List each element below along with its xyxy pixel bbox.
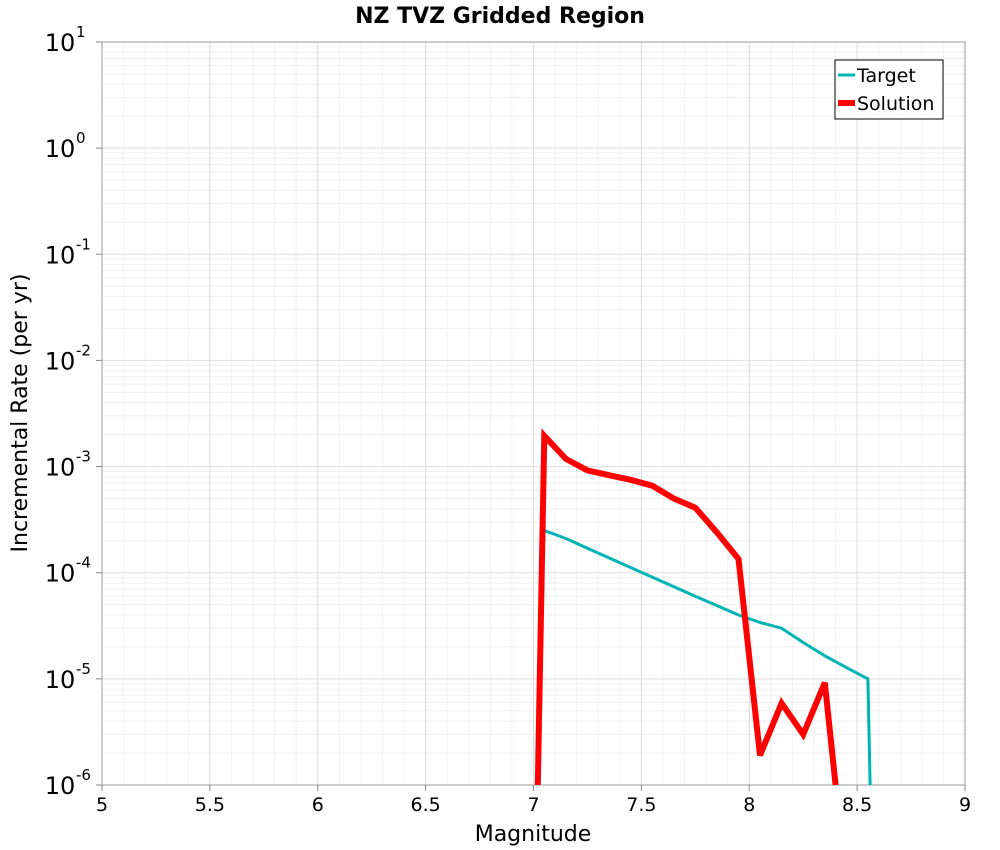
x-tick-label: 6 <box>312 794 324 816</box>
legend-label-solution: Solution <box>857 93 934 115</box>
series-line-target <box>543 529 872 785</box>
x-tick-label: 7.5 <box>626 794 656 816</box>
x-axis-label: Magnitude <box>475 822 592 847</box>
y-tick-exponent: 1 <box>76 23 86 41</box>
x-tick-label: 5.5 <box>195 794 225 816</box>
y-tick-exponent: 0 <box>76 129 86 147</box>
y-tick-label: 10 <box>45 347 76 375</box>
series-lines <box>534 428 872 785</box>
y-tick-exponent: -1 <box>76 235 91 253</box>
y-tick-label: 10 <box>45 666 76 694</box>
legend-label-target: Target <box>856 65 916 87</box>
legend-box <box>834 59 944 120</box>
legend: Target Solution <box>834 59 944 120</box>
x-tick-label: 8 <box>743 794 755 816</box>
y-tick-label: 10 <box>45 454 76 482</box>
x-tick-label: 5 <box>96 794 108 816</box>
y-tick-label: 10 <box>45 241 76 269</box>
series-line-solution <box>534 428 839 785</box>
y-tick-exponent: -6 <box>76 766 91 784</box>
y-tick-exponent: -3 <box>76 448 91 466</box>
x-tick-label: 7 <box>527 794 539 816</box>
y-tick-exponent: -2 <box>76 341 91 359</box>
y-tick-label: 10 <box>45 135 76 163</box>
y-tick-exponent: -5 <box>76 660 91 678</box>
y-tick-label: 10 <box>45 29 76 57</box>
x-tick-label: 8.5 <box>842 794 872 816</box>
y-tick-label: 10 <box>45 772 76 800</box>
x-tick-label: 9 <box>959 794 971 816</box>
y-tick-label: 10 <box>45 560 76 588</box>
x-axis-ticks: 5 5.5 6 6.5 7 7.5 8 8.5 9 <box>96 785 971 816</box>
y-axis-label: Incremental Rate (per yr) <box>8 274 33 553</box>
y-tick-exponent: -4 <box>76 554 91 572</box>
chart-title: NZ TVZ Gridded Region <box>355 4 645 29</box>
x-tick-label: 6.5 <box>411 794 441 816</box>
